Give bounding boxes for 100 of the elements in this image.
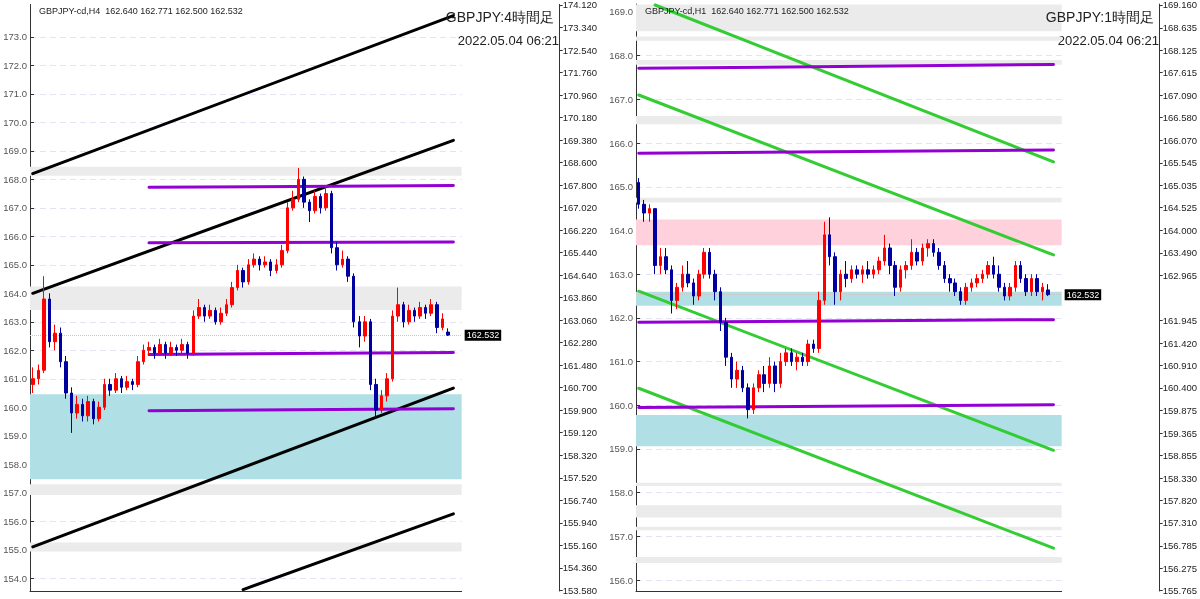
y2-tick-label: 160.400 [1162, 382, 1197, 394]
y-tick-label: 156.0 [3, 515, 27, 527]
y-tick-label: 157.0 [609, 530, 633, 542]
y-tick-label: 169.0 [609, 6, 633, 18]
candlestick [263, 255, 267, 269]
y2-tick-label: 170.960 [562, 89, 597, 101]
candlestick [219, 307, 223, 326]
y2-tick-label: 172.540 [562, 44, 597, 56]
y-tick-label: 166.0 [609, 137, 633, 149]
candlestick [708, 247, 711, 280]
y2-tick-label: 164.000 [1162, 224, 1197, 236]
candlestick [915, 247, 919, 266]
candlestick [175, 344, 178, 357]
candlestick [681, 264, 684, 293]
y-tick-label: 157.0 [3, 487, 27, 499]
candlestick [997, 264, 1001, 293]
y2-tick-label: 154.360 [562, 562, 597, 574]
candlestick [103, 378, 106, 411]
y2-tick-label: 163.860 [562, 291, 597, 303]
candlestick [446, 327, 450, 337]
candlestick [746, 382, 750, 419]
candlestick [724, 317, 728, 367]
candlestick [114, 372, 118, 394]
candlestick [926, 238, 930, 258]
candlestick [413, 307, 416, 323]
y2-tick-label: 174.120 [562, 0, 597, 11]
candlestick [125, 375, 129, 391]
candlestick [1030, 273, 1033, 297]
candlestick [197, 298, 201, 320]
candlestick [225, 298, 228, 317]
y2-tick-label: 167.800 [562, 179, 597, 191]
y-tick-label: 168.0 [3, 173, 27, 185]
y2-tick-label: 162.280 [562, 336, 597, 348]
y2-tick-label: 167.615 [1162, 67, 1197, 79]
y-tick-label: 168.0 [609, 50, 633, 62]
candlestick [773, 361, 777, 393]
candlestick [844, 260, 848, 288]
candlestick [169, 341, 173, 357]
y2-tick-label: 164.525 [1162, 202, 1197, 214]
candlestick [70, 386, 73, 434]
y2-tick-label: 165.545 [1162, 157, 1197, 169]
candlestick [247, 258, 250, 286]
y2-tick-label: 161.420 [1162, 337, 1197, 349]
candlestick [839, 269, 842, 301]
y-tick-label: 160.0 [609, 399, 633, 411]
candlestick [252, 252, 256, 269]
candlestick [258, 255, 261, 272]
candlestick [230, 281, 234, 309]
candlestick [363, 315, 367, 343]
candlestick [441, 312, 444, 331]
candlestick [1024, 273, 1028, 297]
candlestick [147, 341, 151, 357]
y2-tick-label: 155.160 [562, 539, 597, 551]
candlestick [396, 287, 400, 323]
ref-line-label: 162.532 [1066, 289, 1100, 300]
candlestick [131, 378, 134, 391]
y-tick-label: 155.0 [3, 544, 27, 556]
candlestick [319, 193, 322, 215]
candlestick [828, 216, 831, 266]
candlestick [1003, 282, 1006, 301]
candlestick [975, 273, 979, 288]
y2-tick-label: 158.855 [1162, 449, 1197, 461]
candlestick [823, 221, 826, 306]
y2-tick-label: 168.600 [562, 156, 597, 168]
y2-tick-label: 165.440 [562, 246, 597, 258]
candlestick [59, 326, 62, 368]
y-tick-label: 169.0 [3, 145, 27, 157]
y2-tick-label: 164.640 [562, 269, 597, 281]
candlestick [762, 365, 766, 393]
candlestick [308, 198, 311, 223]
candlestick [236, 264, 239, 291]
candlestick [37, 364, 40, 385]
candlestick [812, 339, 815, 354]
y-tick-label: 162.0 [3, 344, 27, 356]
candlestick [642, 199, 646, 223]
candlestick [158, 338, 162, 357]
candlestick [369, 318, 372, 391]
y2-tick-label: 157.310 [1162, 517, 1197, 529]
candlestick [203, 304, 206, 323]
candlestick [730, 352, 733, 389]
y2-tick-label: 153.580 [562, 584, 597, 596]
candlestick [297, 167, 300, 203]
candlestick [269, 258, 272, 277]
candlestick [719, 286, 722, 332]
candlestick [108, 378, 112, 397]
candlestick [192, 309, 195, 357]
candlestick [136, 355, 140, 388]
candlestick [932, 238, 935, 258]
y-tick-label: 170.0 [3, 116, 27, 128]
y2-tick-label: 166.220 [562, 224, 597, 236]
y2-tick-label: 168.635 [1162, 22, 1197, 34]
candlestick [330, 190, 333, 254]
candlestick [921, 243, 924, 266]
y2-tick-label: 155.940 [562, 517, 597, 529]
candlestick [735, 361, 739, 389]
candlestick [92, 398, 95, 425]
y2-tick-label: 170.180 [562, 111, 597, 123]
candlestick [352, 272, 355, 328]
y2-tick-label: 160.910 [1162, 360, 1197, 372]
y-tick-label: 159.0 [3, 430, 27, 442]
